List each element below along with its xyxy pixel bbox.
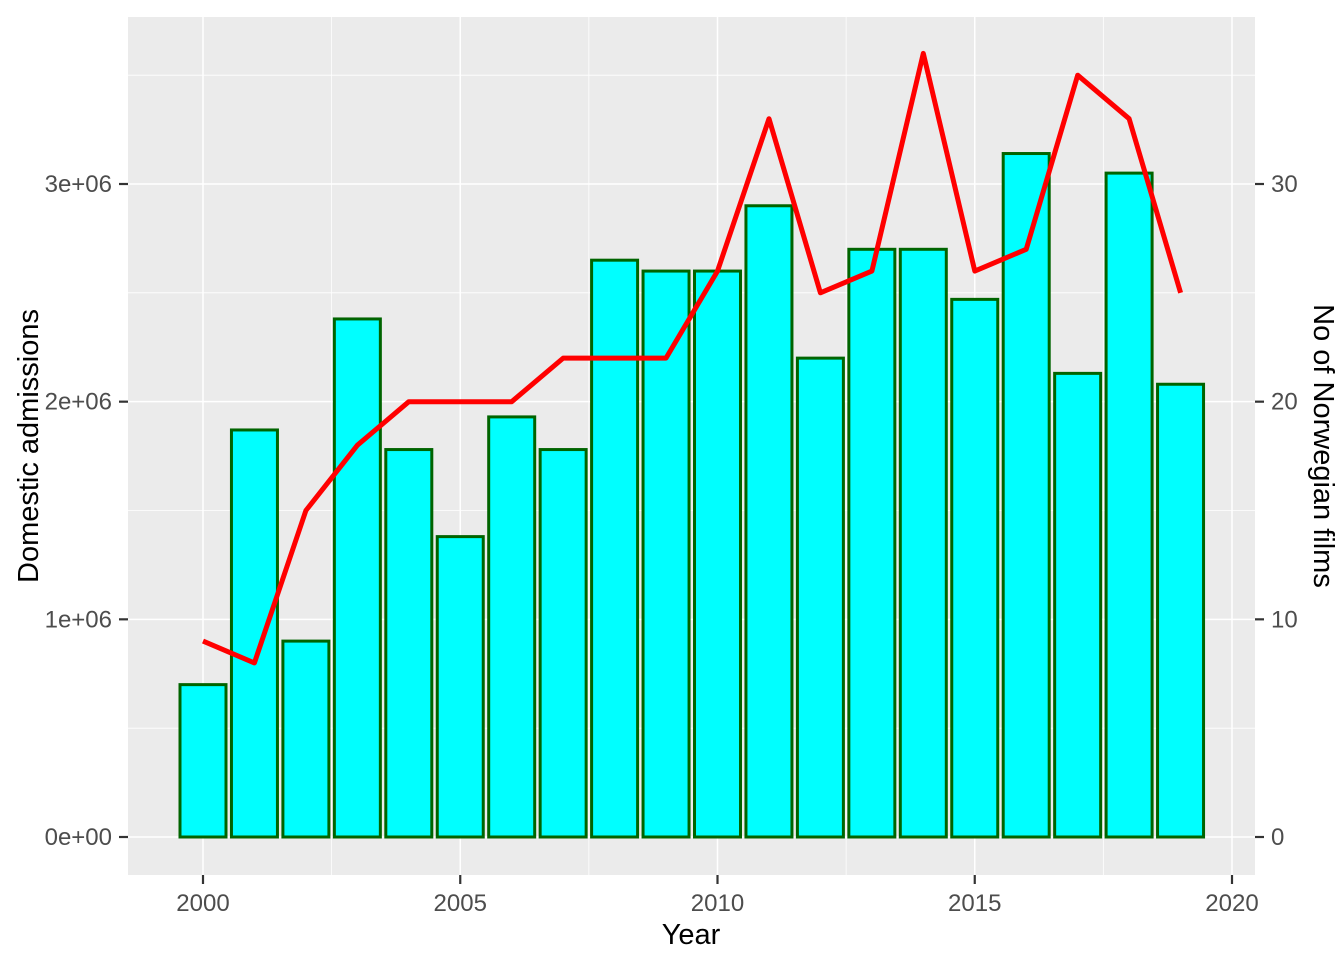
y-right-tick-label: 10	[1271, 606, 1298, 633]
admissions-bar	[1104, 171, 1154, 839]
x-tick-label: 2010	[691, 890, 744, 917]
films-line-path	[202, 50, 1183, 666]
y-right-tick-label: 20	[1271, 389, 1298, 416]
y-left-tick-label: 0e+00	[45, 824, 112, 851]
admissions-bar	[538, 448, 588, 839]
admissions-bar	[1001, 152, 1051, 839]
admissions-bar	[898, 247, 948, 839]
admissions-bar	[795, 356, 845, 839]
admissions-bar	[384, 448, 434, 839]
x-tick-label: 2015	[948, 890, 1001, 917]
admissions-bar	[1053, 371, 1103, 839]
x-tick-label: 2020	[1205, 890, 1258, 917]
y-right-axis-title: No of Norwegian films	[1307, 304, 1339, 588]
x-tick-label: 2005	[434, 890, 487, 917]
y-right-tick-label: 30	[1271, 171, 1298, 198]
admissions-bar	[1156, 382, 1206, 839]
admissions-bar	[281, 639, 331, 839]
y-left-axis-title: Domestic admissions	[13, 309, 45, 583]
admissions-bar	[590, 258, 640, 839]
films-line	[202, 50, 1183, 666]
y-right-tick-label: 0	[1271, 824, 1284, 851]
y-left-tick-label: 1e+06	[45, 606, 112, 633]
admissions-bar	[487, 415, 537, 839]
axis-ticks	[119, 182, 1264, 884]
x-axis-title: Year	[662, 919, 721, 951]
y-left-tick-label: 3e+06	[45, 171, 112, 198]
admissions-bar	[693, 269, 742, 839]
y-left-tick-label: 2e+06	[45, 389, 112, 416]
admissions-bar	[641, 269, 691, 839]
admissions-bar	[435, 535, 485, 839]
admissions-bar	[178, 683, 228, 839]
axis-tick-labels: 0e+00 1e+06 2e+06 3e+06 0 10 20 30 2000 2005 2010 2…	[45, 171, 1298, 917]
admissions-bar	[332, 317, 382, 839]
admissions-bar	[847, 247, 897, 839]
x-tick-label: 2000	[176, 890, 229, 917]
admissions-bar	[744, 204, 794, 839]
admissions-bar	[950, 297, 1000, 839]
admissions-bar	[229, 428, 279, 839]
admissions-bars	[178, 152, 1206, 839]
